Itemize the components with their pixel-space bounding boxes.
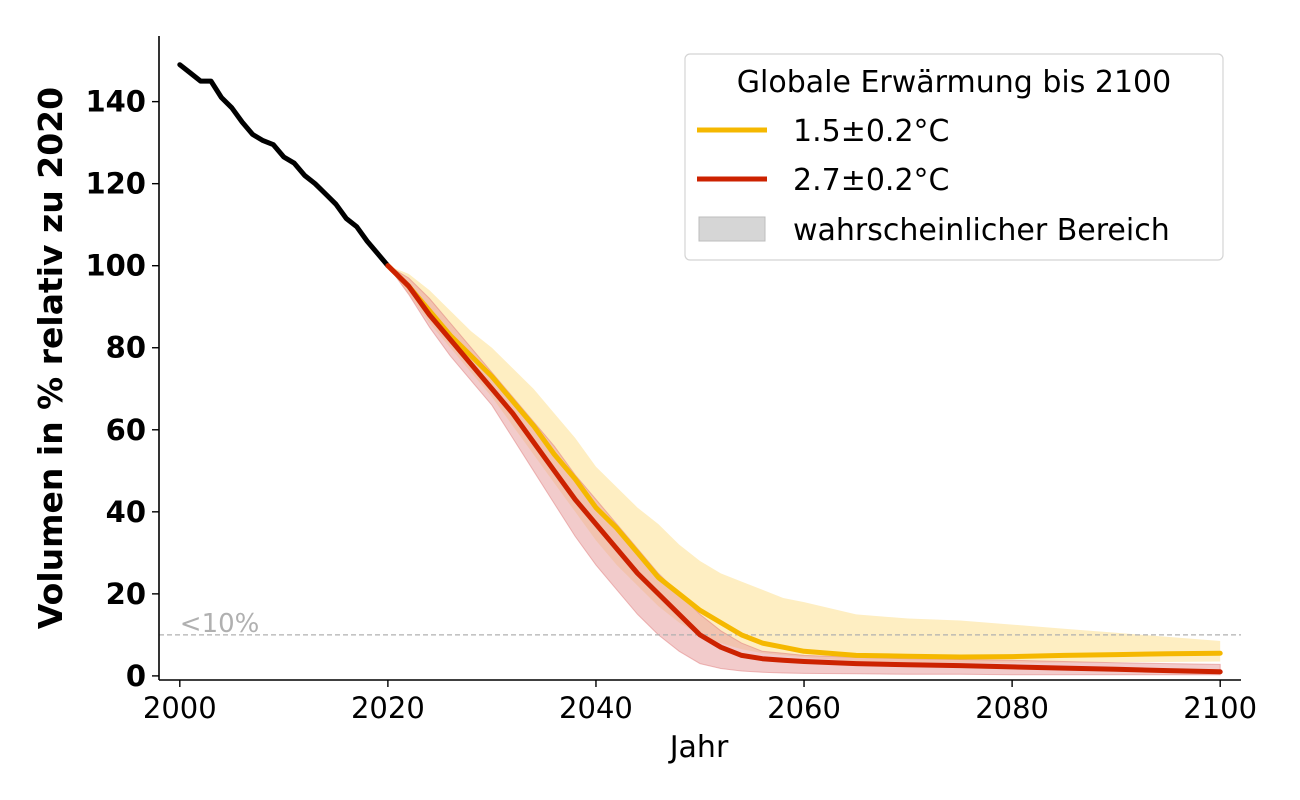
y-axis-label: Volumen in % relativ zu 2020	[31, 87, 70, 629]
confidence-bands	[387, 265, 1221, 676]
y-axis-ticks: 0 20 40 60 80 100 120 140	[85, 85, 159, 693]
y-tick-label: 60	[106, 413, 146, 447]
y-tick-label: 0	[126, 659, 146, 693]
y-tick-label: 120	[85, 167, 146, 201]
threshold-label: <10%	[180, 609, 260, 639]
x-tick-label: 2020	[351, 691, 425, 725]
x-tick-label: 2040	[559, 691, 633, 725]
y-tick-label: 140	[85, 85, 146, 119]
y-tick-label: 100	[85, 249, 146, 283]
y-tick-label: 20	[106, 577, 146, 611]
x-tick-label: 2060	[767, 691, 841, 725]
legend: Globale Erwärmung bis 2100 1.5±0.2°C 2.7…	[684, 53, 1224, 261]
legend-entry-1.5: 1.5±0.2°C	[793, 114, 950, 149]
x-tick-label: 2100	[1183, 691, 1257, 725]
axes	[158, 36, 1241, 681]
legend-title: Globale Erwärmung bis 2100	[737, 65, 1171, 100]
legend-entry-range: wahrscheinlicher Bereich	[793, 213, 1170, 248]
line-scenario_27	[385, 263, 1223, 675]
x-tick-label: 2000	[143, 691, 217, 725]
legend-swatch-range	[698, 216, 766, 242]
band-scenario_15	[387, 265, 1221, 663]
series-lines	[177, 62, 1223, 675]
y-tick-label: 80	[106, 331, 146, 365]
x-axis-label: Jahr	[668, 730, 729, 765]
y-tick-label: 40	[106, 495, 146, 529]
x-axis-ticks: 2000 2020 2040 2060 2080 2100	[143, 680, 1257, 725]
line-historical	[177, 62, 391, 269]
legend-frame	[684, 53, 1224, 261]
line-scenario_15	[385, 263, 1223, 660]
x-tick-label: 2080	[975, 691, 1049, 725]
legend-entry-2.7: 2.7±0.2°C	[793, 163, 950, 198]
